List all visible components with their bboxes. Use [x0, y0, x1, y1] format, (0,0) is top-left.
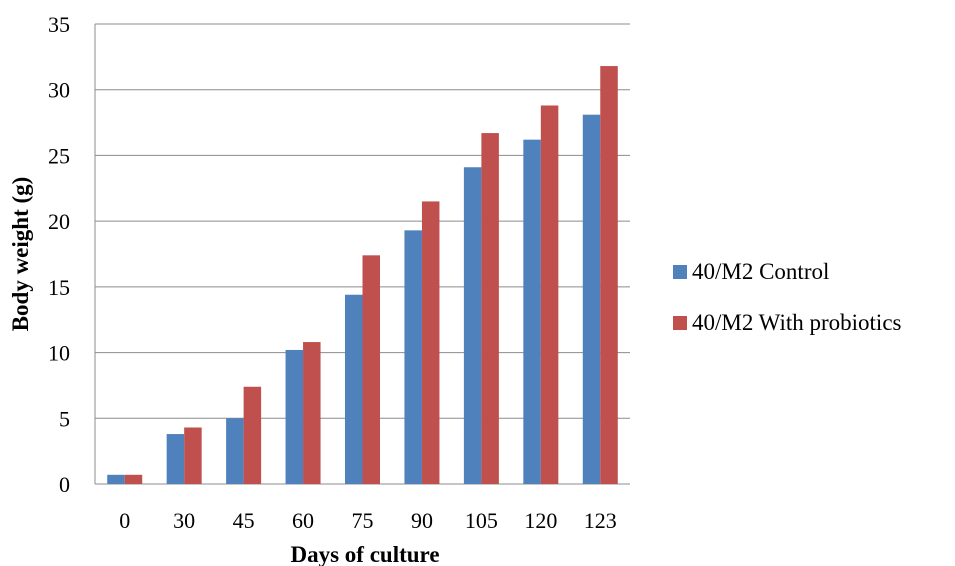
bars: [107, 66, 618, 485]
y-axis-title: Body weight (g): [8, 177, 33, 332]
x-tick-label: 30: [173, 508, 195, 533]
y-tick-label: 5: [59, 406, 70, 431]
bar-control-45: [226, 418, 244, 484]
x-tick-label: 60: [292, 508, 314, 533]
y-tick-label: 0: [59, 472, 70, 497]
x-tick-label: 45: [233, 508, 255, 533]
legend-swatch-control: [673, 265, 687, 279]
bar-probiotics-45: [243, 386, 262, 484]
y-tick-labels: 0 5 10 15 20 25 30 35: [48, 12, 70, 497]
x-axis-title: Days of culture: [290, 542, 439, 566]
x-tick-label: 90: [411, 508, 433, 533]
bar-probiotics-123: [600, 66, 618, 485]
bar-control-120: [523, 139, 541, 484]
legend-swatch-probiotics: [673, 316, 687, 330]
legend: 40/M2 Control 40/M2 With probiotics: [673, 259, 902, 335]
y-tick-label: 15: [48, 275, 70, 300]
bar-control-123: [582, 114, 601, 484]
x-tick-label: 105: [465, 508, 498, 533]
bar-probiotics-75: [362, 255, 380, 484]
x-tick-label: 75: [352, 508, 374, 533]
bar-control-30: [166, 434, 185, 484]
bar-probiotics-60: [303, 342, 321, 484]
legend-label-control: 40/M2 Control: [692, 259, 829, 284]
bar-control-105: [463, 167, 482, 484]
x-tick-labels: 0 30 45 60 75 90 105 120 123: [119, 508, 617, 533]
bar-probiotics-0: [124, 474, 143, 484]
bar-probiotics-105: [481, 133, 499, 485]
y-tick-label: 10: [48, 341, 70, 366]
bar-probiotics-30: [184, 427, 202, 484]
bar-control-75: [345, 294, 363, 484]
bar-control-0: [107, 474, 125, 484]
x-tick-label: 123: [584, 508, 617, 533]
y-tick-label: 25: [48, 143, 70, 168]
y-tick-label: 35: [48, 12, 70, 37]
legend-label-probiotics: 40/M2 With probiotics: [692, 310, 902, 335]
bar-probiotics-120: [540, 105, 559, 484]
bar-control-90: [404, 230, 422, 484]
bar-control-60: [285, 349, 304, 484]
bar-probiotics-90: [421, 201, 440, 484]
y-tick-label: 20: [48, 209, 70, 234]
x-tick-label: 120: [524, 508, 557, 533]
x-tick-label: 0: [119, 508, 130, 533]
y-tick-label: 30: [48, 78, 70, 103]
